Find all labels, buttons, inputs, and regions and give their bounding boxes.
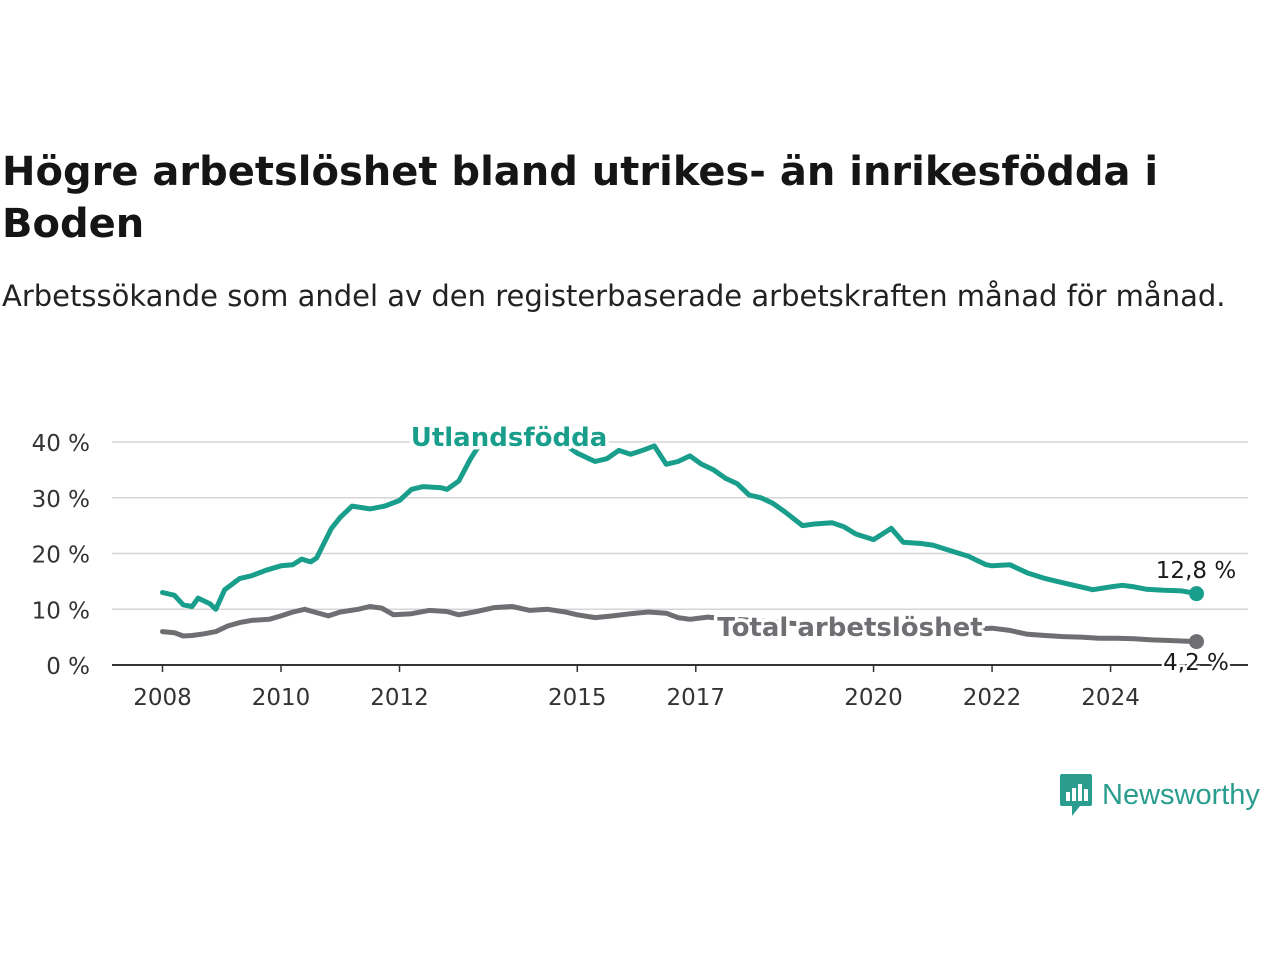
series-endpoint-total bbox=[1189, 634, 1204, 650]
line-chart: 0 % 10 % 20 % 30 % 40 % 2008 2010 2012 2015 2017 2… bbox=[32, 420, 1248, 711]
end-value-label-total: 4,2 % bbox=[1163, 650, 1229, 676]
x-tick-label: 2020 bbox=[844, 685, 903, 711]
x-tick-label: 2012 bbox=[370, 685, 429, 711]
x-tick-label: 2024 bbox=[1081, 685, 1140, 711]
x-tick-label: 2008 bbox=[133, 685, 192, 711]
y-tick-label: 10 % bbox=[32, 598, 90, 624]
y-tick-label: 30 % bbox=[32, 487, 90, 513]
series-line-total bbox=[160, 604, 1199, 645]
y-tick-label: 20 % bbox=[32, 543, 90, 569]
series-label-total: Total arbetslöshet bbox=[717, 613, 982, 643]
chart-subtitle: Arbetssökande som andel av den registerb… bbox=[2, 279, 1226, 313]
bar-chart-speech-bubble-icon bbox=[1060, 774, 1092, 816]
series-label-utlandsfodda: Utlandsfödda bbox=[411, 423, 608, 453]
x-tick-label: 2022 bbox=[963, 685, 1022, 711]
y-tick-label: 0 % bbox=[46, 654, 90, 680]
y-tick-label: 40 % bbox=[32, 431, 90, 457]
series-line-utlandsfodda bbox=[160, 438, 1199, 612]
x-tick-label: 2015 bbox=[548, 685, 607, 711]
chart-title: Högre arbetslöshet bland utrikes- än inr… bbox=[2, 149, 1159, 247]
x-tick-label: 2017 bbox=[667, 685, 726, 711]
series-endpoint-utlandsfodda bbox=[1189, 586, 1204, 602]
end-value-label-utlandsfodda: 12,8 % bbox=[1156, 558, 1236, 584]
x-tick-label: 2010 bbox=[252, 685, 311, 711]
brand-name: Newsworthy bbox=[1102, 778, 1260, 811]
newsworthy-logo[interactable]: Newsworthy bbox=[1058, 772, 1260, 818]
